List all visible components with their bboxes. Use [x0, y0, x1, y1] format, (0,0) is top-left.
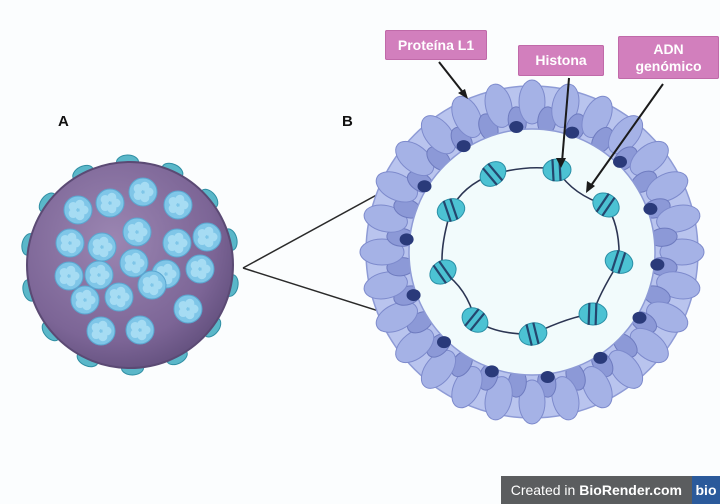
capsomere — [54, 261, 84, 291]
l1-protein-lobe — [363, 271, 408, 300]
arrow-histone — [561, 77, 570, 163]
capsomere — [137, 270, 167, 300]
histone — [578, 302, 608, 326]
l1-protein-lobe — [518, 379, 546, 425]
l1-protein-lobe — [646, 171, 689, 203]
capsomere — [63, 195, 93, 225]
l1-protein-lobe — [607, 349, 644, 389]
label-adn-line1: ADN — [653, 40, 684, 57]
l1-knot — [540, 371, 555, 384]
histone-nucleosomes — [429, 158, 634, 346]
histone — [542, 158, 572, 182]
histone — [461, 307, 489, 333]
l1-knot — [417, 180, 432, 193]
watermark-prefix: Created in — [510, 482, 576, 498]
l1-dark-knots — [399, 120, 665, 384]
l1-protein-lobe — [551, 376, 580, 421]
histone — [604, 249, 634, 274]
l1-knot — [456, 140, 471, 153]
arrow-genomic-dna — [589, 83, 664, 188]
capsomere — [185, 254, 215, 284]
whole-virion-panel-a — [21, 154, 239, 376]
l1-knot — [565, 126, 580, 139]
capsomere — [84, 260, 114, 290]
l1-protein-ring — [359, 79, 705, 425]
panel-label-b: B — [342, 113, 353, 130]
histone — [429, 259, 457, 285]
l1-protein-lobe — [359, 238, 405, 266]
l1-protein-lobe — [518, 79, 546, 125]
capsomere — [86, 316, 116, 346]
capsomere — [95, 188, 125, 218]
label-proteina-l1: Proteína L1 — [385, 30, 487, 60]
l1-knot — [643, 202, 658, 215]
virion-capsomeres — [54, 177, 222, 346]
capsomere — [163, 190, 193, 220]
l1-knot — [593, 351, 608, 364]
label-histona: Histona — [518, 45, 604, 76]
l1-knot — [613, 155, 628, 168]
biorender-watermark: Created in BioRender.com bio — [500, 476, 720, 504]
l1-knot — [399, 233, 414, 246]
l1-protein-lobe — [451, 95, 483, 138]
capsomere — [192, 222, 222, 252]
zoom-line-bottom — [242, 267, 383, 313]
l1-knot — [406, 289, 421, 302]
label-adn-line2: genómico — [635, 57, 702, 74]
l1-protein-lobe — [395, 140, 435, 177]
l1-knot — [650, 258, 665, 271]
zoom-line-top — [242, 191, 383, 269]
l1-protein-lobe — [420, 349, 457, 389]
label-adn-genomico: ADN genómico — [618, 36, 719, 79]
l1-knot — [484, 365, 499, 378]
genomic-dna-strand — [441, 166, 620, 335]
l1-knot — [509, 120, 524, 133]
arrow-protein — [438, 61, 466, 96]
histone — [479, 161, 507, 187]
capsomere — [162, 228, 192, 258]
l1-knot — [632, 311, 647, 324]
capsomere — [128, 177, 158, 207]
watermark-text: Created in BioRender.com — [500, 476, 692, 504]
histone — [518, 322, 548, 346]
l1-protein-lobe — [659, 238, 705, 266]
capsomere — [104, 282, 134, 312]
capsomere — [55, 228, 85, 258]
capsomere — [122, 217, 152, 247]
histone — [592, 192, 620, 218]
histone — [436, 198, 466, 223]
biorender-logo-icon: bio — [692, 476, 720, 504]
l1-protein-lobe — [395, 327, 435, 364]
l1-protein-lobe — [629, 327, 669, 364]
l1-knot — [436, 336, 451, 349]
capsomere — [125, 315, 155, 345]
l1-protein-lobe — [484, 83, 513, 128]
l1-protein-lobe — [375, 301, 418, 333]
capsomere — [70, 285, 100, 315]
panel-label-a: A — [58, 113, 69, 130]
capsomere — [173, 294, 203, 324]
callout-arrows — [438, 61, 664, 193]
l1-protein-lobe — [420, 115, 457, 155]
cross-section-panel-b — [359, 79, 705, 425]
capsomere — [87, 232, 117, 262]
watermark-brand: BioRender.com — [579, 482, 682, 498]
l1-protein-lobe — [656, 204, 701, 233]
capsomere — [119, 248, 149, 278]
l1-protein-lobe — [629, 140, 669, 177]
l1-protein-lobe — [581, 366, 613, 409]
